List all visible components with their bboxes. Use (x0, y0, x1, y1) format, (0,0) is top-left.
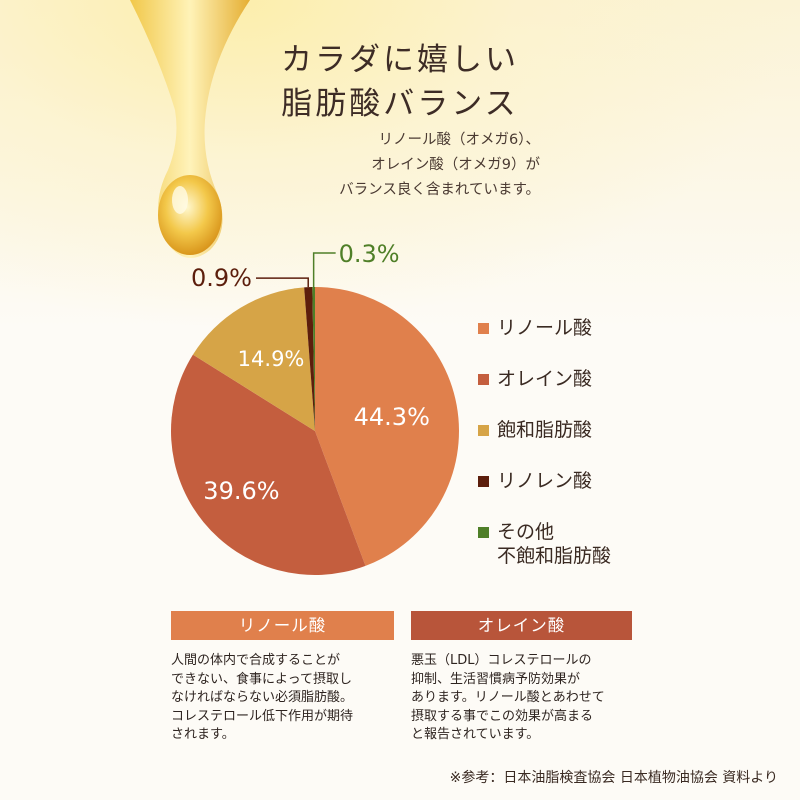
pie-callout-line-5 (312, 252, 336, 288)
pie-slice-3 (192, 287, 315, 431)
legend-label: その他 不飽和脂肪酸 (497, 520, 611, 568)
subtitle-line-3: バランス良く含まれています。 (339, 182, 540, 198)
source-footnote: ※参考：日本油脂検査協会 日本植物油協会 資料より (449, 770, 778, 786)
pie-label-1: 44.3% (354, 403, 430, 431)
oleic-line-5: と報告されています。 (411, 727, 540, 742)
oleic-line-2: 抑制、生活習慣病予防効果が (411, 671, 581, 687)
linoleic-card-body: 人間の体内で合成することが できない、食事によって摂取し なければならない必須脂… (171, 652, 353, 745)
legend-item-4: リノレン酸 (478, 469, 778, 520)
pie-callouts (256, 252, 336, 288)
legend-label-line: 不飽和脂肪酸 (497, 545, 612, 567)
legend-label: リノレン酸 (497, 469, 592, 493)
pie-label-5: 0.3% (339, 240, 400, 268)
legend-label-line: リノレン酸 (497, 470, 593, 492)
subtitle: リノール酸（オメガ6）、 オレイン酸（オメガ9）が バランス良く含まれています。 (270, 128, 540, 203)
legend-item-2: オレイン酸 (478, 367, 778, 418)
subtitle-line-1: リノール酸（オメガ6）、 (378, 132, 540, 148)
pie-labels: 44.3% 39.6% 14.9% 0.9% 0.3% (191, 240, 430, 505)
oil-drop-illustration (130, 0, 250, 258)
legend-swatch (478, 476, 489, 487)
oleic-card-title: オレイン酸 (477, 616, 566, 635)
title-line-2: 脂肪酸バランス (281, 86, 519, 122)
linoleic-line-1: 人間の体内で合成することが (171, 653, 341, 668)
subtitle-line-2: オレイン酸（オメガ9）が (371, 157, 540, 173)
pie-label-2: 39.6% (203, 477, 279, 505)
page-title: カラダに嬉しい 脂肪酸バランス (255, 38, 545, 126)
linoleic-card-header: リノール酸 (171, 611, 394, 640)
title-line-1: カラダに嬉しい (281, 42, 519, 78)
pie-label-3: 14.9% (238, 347, 305, 371)
oleic-line-1: 悪玉（LDL）コレステロールの (411, 653, 592, 668)
linoleic-line-4: コレステロール低下作用が期待 (171, 708, 354, 724)
legend-label-line: 飽和脂肪酸 (497, 419, 593, 441)
oleic-line-4: 摂取する事でこの効果が高まる (411, 708, 594, 724)
pie-label-4: 0.9% (191, 264, 252, 292)
legend-label: オレイン酸 (497, 367, 592, 391)
linoleic-card-title: リノール酸 (238, 616, 327, 635)
pie-slice-2 (171, 354, 366, 575)
legend-swatch (478, 527, 489, 538)
legend-label: リノール酸 (497, 316, 592, 340)
legend-label-line: その他 (497, 521, 555, 543)
pie-slice-1 (315, 287, 459, 566)
linoleic-line-5: されます。 (171, 727, 235, 742)
oleic-card-header: オレイン酸 (411, 611, 632, 640)
background-glow (0, 0, 800, 330)
legend-swatch (478, 374, 489, 385)
legend-item-5: その他 不飽和脂肪酸 (478, 520, 778, 571)
oleic-card-body: 悪玉（LDL）コレステロールの 抑制、生活習慣病予防効果が あります。リノール酸… (411, 652, 605, 745)
legend-item-3: 飽和脂肪酸 (478, 418, 778, 469)
legend-swatch (478, 425, 489, 436)
linoleic-line-3: なければならない必須脂肪酸。 (171, 690, 354, 705)
pie-slice-5 (312, 287, 315, 431)
pie-callout-line-4 (256, 277, 309, 288)
chart-legend: リノール酸オレイン酸飽和脂肪酸リノレン酸その他 不飽和脂肪酸 (478, 316, 778, 571)
legend-label-line: オレイン酸 (497, 368, 593, 390)
legend-swatch (478, 323, 489, 334)
linoleic-line-2: できない、食事によって摂取し (171, 671, 352, 687)
legend-label: 飽和脂肪酸 (497, 418, 592, 442)
pie-slice-4 (304, 287, 315, 431)
oleic-line-3: あります。リノール酸とあわせて (411, 690, 605, 705)
pie-slices (171, 287, 459, 575)
legend-item-1: リノール酸 (478, 316, 778, 367)
legend-label-line: リノール酸 (497, 317, 593, 339)
